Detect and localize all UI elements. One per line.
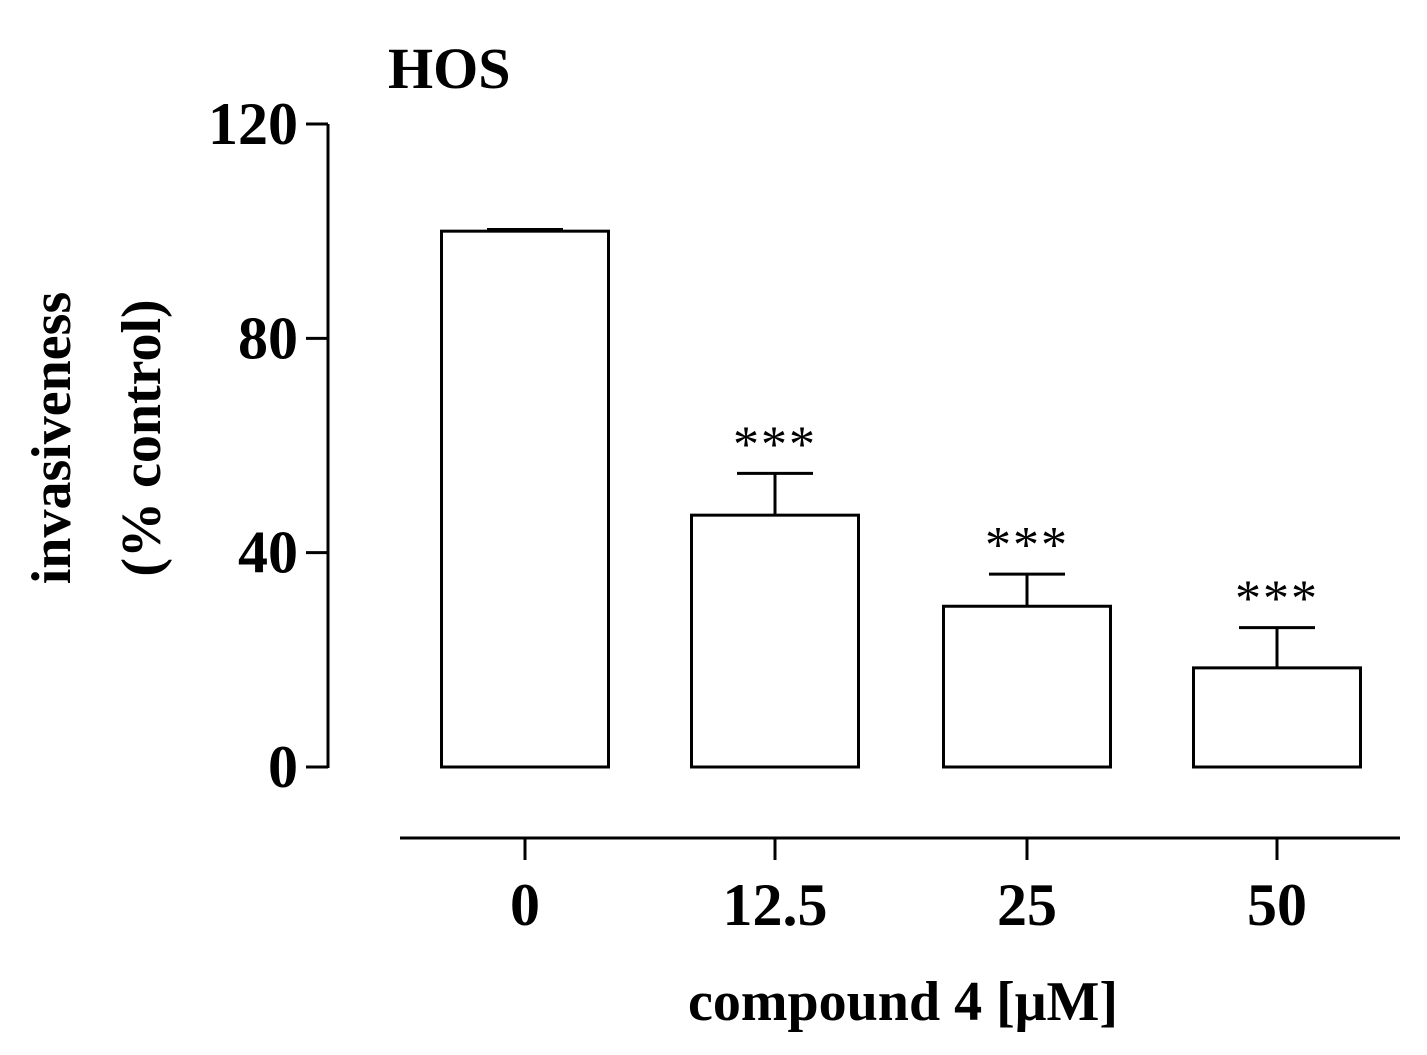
y-tick-label: 80 [238, 305, 298, 371]
x-tick-label: 0 [510, 872, 540, 938]
y-tick-label: 40 [238, 520, 298, 586]
y-tick-label: 0 [268, 734, 298, 800]
bar [440, 229, 610, 769]
bar [1192, 666, 1362, 769]
significance-label: *** [1235, 571, 1319, 628]
bar [690, 513, 860, 769]
significance-label: *** [985, 517, 1069, 574]
y-ticks: 0 40 80 120 [208, 91, 328, 800]
x-axis-label: compound 4 [μM] [688, 971, 1118, 1033]
bar [942, 604, 1112, 769]
significance-label: *** [733, 416, 817, 473]
chart-title: HOS [388, 36, 511, 101]
y-axis-label-line-2: (% control) [111, 299, 173, 576]
x-tick-label: 50 [1247, 872, 1307, 938]
bars: *** *** *** [440, 228, 1362, 769]
y-tick-label: 120 [208, 91, 298, 157]
y-axis-label-line-1: invasiveness [21, 292, 83, 585]
x-tick-label: 25 [997, 872, 1057, 938]
x-tick-label: 12.5 [723, 872, 828, 938]
x-ticks: 0 12.5 25 50 [510, 838, 1307, 938]
